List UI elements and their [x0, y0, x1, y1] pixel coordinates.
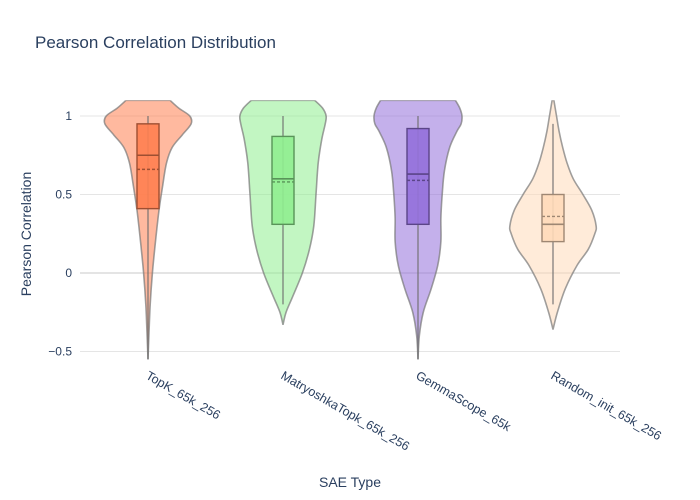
- y-tick-layer: −0.5 0 0.5 1: [48, 109, 72, 359]
- y-tick-label: −0.5: [48, 345, 72, 359]
- y-tick-label: 0.5: [55, 188, 72, 202]
- violin-layer: [103, 100, 598, 360]
- y-axis-title: Pearson Correlation: [18, 172, 34, 297]
- violin-1[interactable]: [103, 100, 193, 360]
- x-tick-layer: TopK_65k_256 MatryoshkaTopk_65k_256 GemmaS…: [144, 368, 664, 453]
- violin-4[interactable]: [508, 100, 598, 330]
- y-tick-label: 0: [65, 266, 72, 280]
- x-tick-label: MatryoshkaTopk_65k_256: [279, 368, 412, 453]
- x-tick-label: Random_init_65k_256: [549, 368, 664, 443]
- y-tick-label: 1: [65, 109, 72, 123]
- violin-3[interactable]: [373, 100, 463, 360]
- box: [136, 123, 160, 210]
- box: [541, 193, 565, 243]
- x-axis-title: SAE Type: [319, 474, 381, 490]
- x-tick-label: GemmaScope_65k: [414, 368, 514, 434]
- x-tick-label: TopK_65k_256: [144, 368, 223, 422]
- box: [271, 135, 295, 226]
- box: [406, 127, 430, 226]
- chart-title: Pearson Correlation Distribution: [35, 33, 276, 52]
- violin-2[interactable]: [238, 100, 328, 326]
